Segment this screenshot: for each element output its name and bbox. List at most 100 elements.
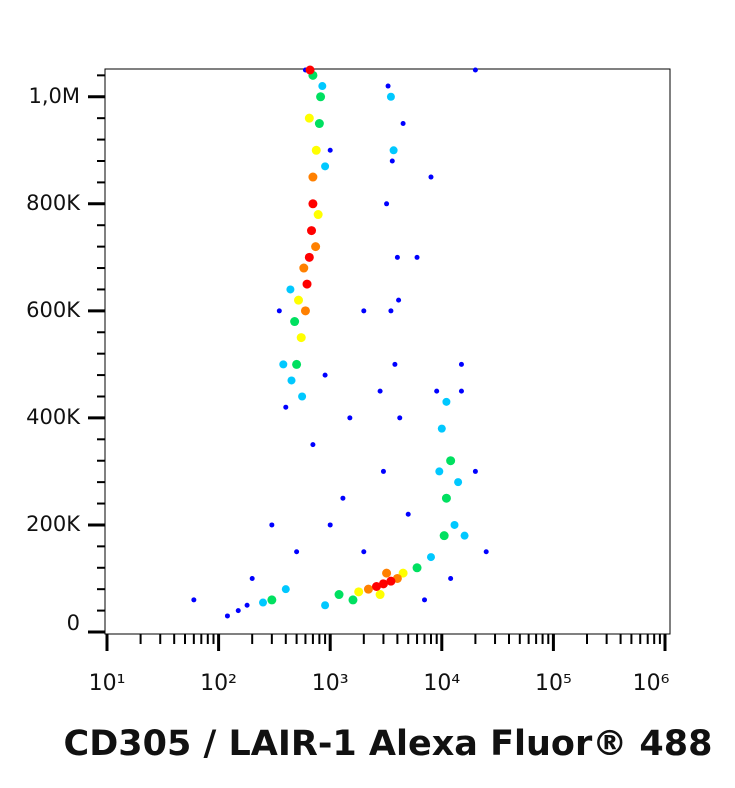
x-axis-label: CD305 / LAIR-1 Alexa Fluor® 488 — [64, 724, 713, 764]
plot-frame — [104, 68, 671, 635]
point — [292, 359, 302, 369]
point — [472, 468, 478, 474]
point — [334, 590, 344, 600]
point — [290, 317, 300, 327]
x-tick-label: 10³ — [312, 671, 349, 696]
point — [327, 147, 333, 153]
points — [191, 65, 489, 619]
point — [405, 511, 411, 517]
point — [437, 424, 446, 433]
point — [382, 568, 392, 578]
point — [313, 210, 323, 220]
point — [392, 361, 398, 367]
point — [322, 372, 328, 378]
point — [439, 531, 449, 541]
point — [378, 579, 388, 589]
point — [372, 582, 382, 592]
point — [244, 602, 250, 608]
point — [304, 113, 314, 123]
point — [294, 295, 304, 305]
y-tick-label: 0 — [67, 611, 80, 635]
point — [281, 585, 290, 594]
point — [472, 67, 478, 73]
point — [483, 549, 489, 555]
point — [308, 172, 318, 182]
point — [296, 333, 306, 343]
point — [316, 92, 326, 102]
point — [279, 360, 288, 369]
point — [321, 601, 330, 610]
x-tick-label: 10⁵ — [535, 671, 572, 696]
point — [441, 493, 451, 503]
point — [450, 520, 459, 529]
point — [385, 83, 391, 89]
point — [305, 65, 315, 75]
x-tick-label: 10⁶ — [633, 671, 670, 696]
x-tick-label: 10⁴ — [423, 671, 460, 696]
point — [386, 576, 396, 586]
point — [294, 549, 300, 555]
y-tick-label: 400K — [26, 405, 81, 429]
point — [428, 174, 434, 180]
point — [321, 162, 330, 171]
point — [389, 158, 395, 164]
point — [259, 598, 268, 607]
point — [454, 478, 463, 487]
x-tick-label: 10² — [200, 671, 237, 696]
x-tick-label: 10¹ — [89, 671, 126, 696]
point — [287, 376, 296, 385]
point — [412, 563, 422, 573]
point — [300, 306, 310, 316]
point — [311, 145, 321, 155]
point — [249, 575, 255, 581]
point — [299, 263, 309, 273]
point — [191, 597, 197, 603]
point — [384, 201, 390, 207]
point — [397, 415, 403, 421]
point — [224, 613, 230, 619]
point — [386, 92, 395, 101]
point — [398, 568, 408, 578]
point — [400, 121, 406, 127]
point — [422, 597, 428, 603]
point — [304, 252, 314, 262]
point — [314, 119, 324, 129]
point — [394, 254, 400, 260]
point — [318, 82, 327, 91]
point — [448, 575, 454, 581]
point — [302, 279, 312, 289]
point — [435, 467, 444, 476]
y-tick-label: 200K — [26, 512, 81, 536]
point — [235, 608, 241, 614]
point — [361, 308, 367, 314]
point — [283, 404, 289, 410]
point — [426, 553, 435, 562]
point — [348, 595, 358, 605]
point — [327, 522, 333, 528]
point — [347, 415, 353, 421]
point — [396, 297, 402, 303]
point — [446, 456, 456, 466]
point — [442, 397, 451, 406]
point — [298, 392, 307, 401]
point — [458, 388, 464, 394]
point — [276, 308, 282, 314]
point — [361, 549, 367, 555]
point — [286, 285, 295, 294]
point — [363, 584, 373, 594]
y-tick-label: 600K — [26, 298, 81, 322]
point — [434, 388, 440, 394]
point — [458, 361, 464, 367]
point — [340, 495, 346, 501]
point — [310, 442, 316, 448]
point — [414, 254, 420, 260]
point — [269, 522, 275, 528]
point — [377, 388, 383, 394]
point — [388, 308, 394, 314]
point — [389, 146, 398, 155]
point — [354, 587, 364, 597]
point — [307, 226, 317, 236]
y-tick-label: 800K — [26, 191, 81, 215]
point — [375, 590, 385, 600]
